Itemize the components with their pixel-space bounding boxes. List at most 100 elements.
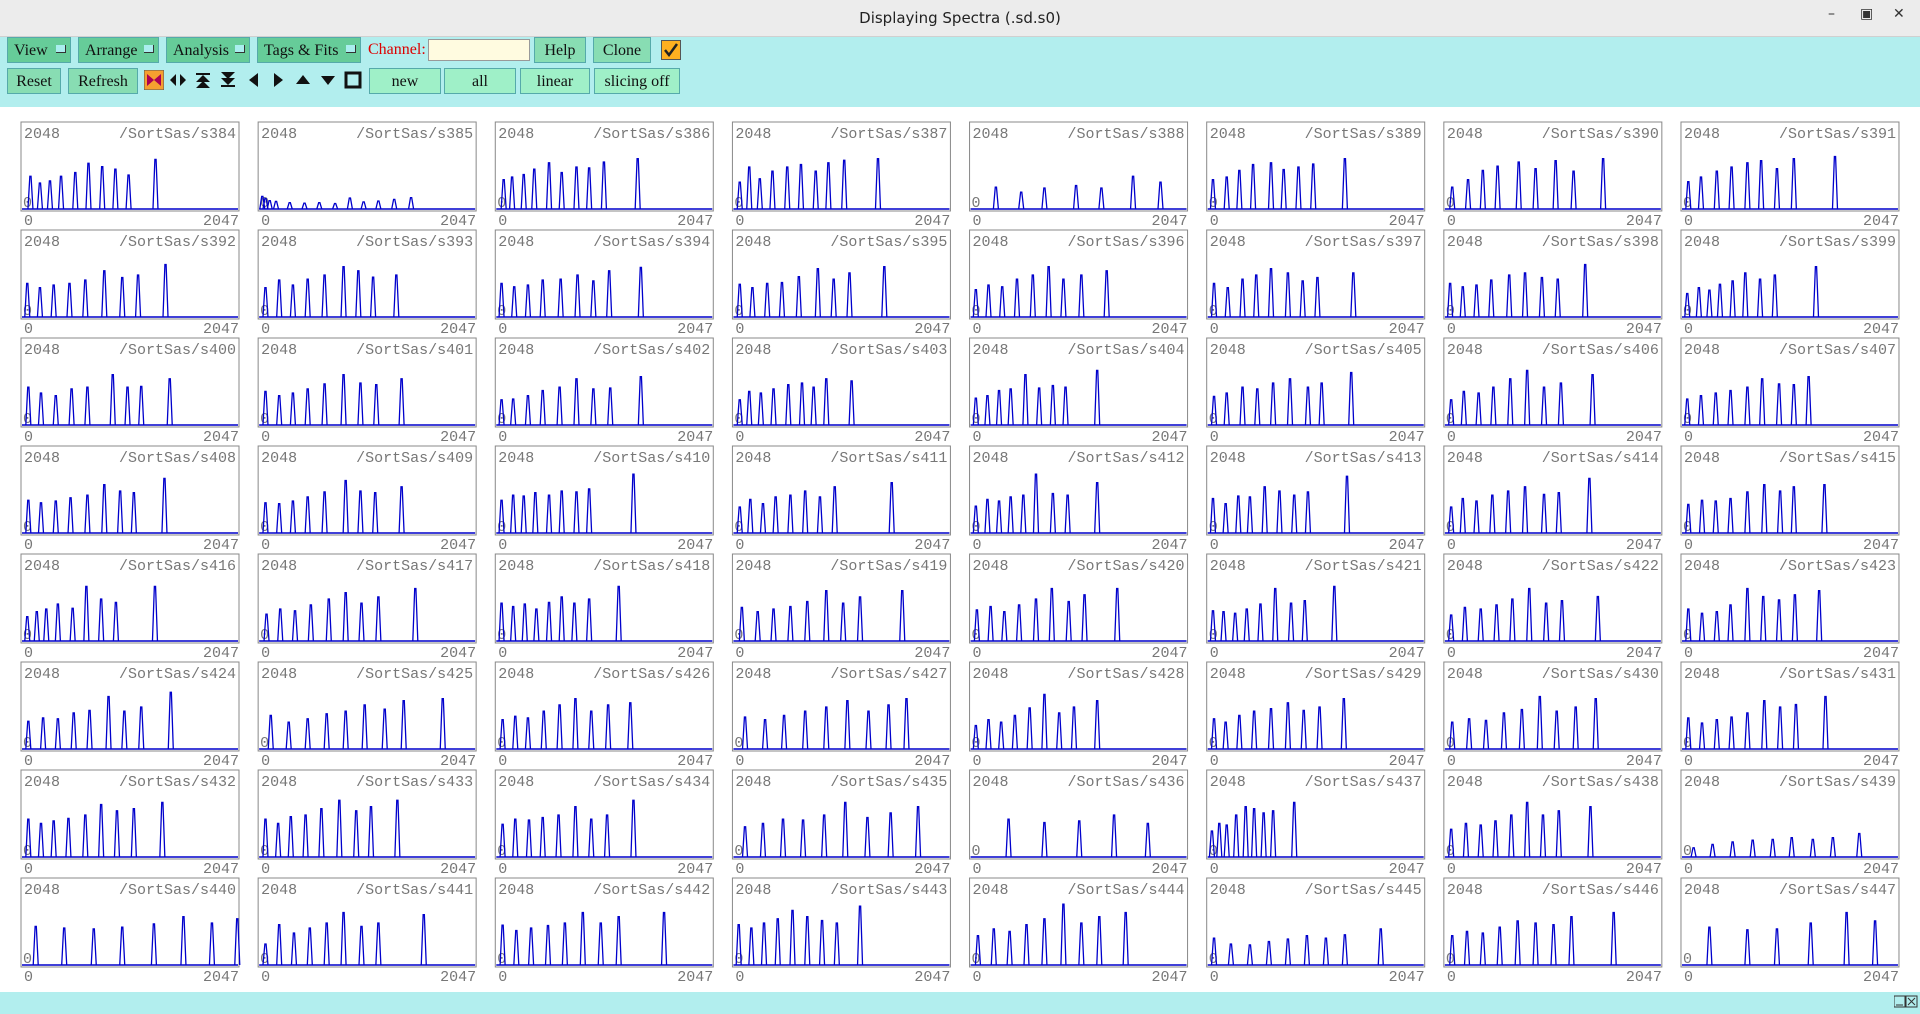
spectrum-panel[interactable]: 2048/SortSas/s422 00 2047	[1443, 553, 1663, 662]
icon-button[interactable]	[343, 70, 363, 90]
channel-input[interactable]	[428, 39, 530, 61]
maximize-button[interactable]: ▣	[1860, 6, 1874, 22]
x-max-label: 2047	[1389, 969, 1425, 986]
spectrum-panel[interactable]: 2048/SortSas/s391 00 2047	[1680, 121, 1900, 230]
spectrum-panel[interactable]: 2048/SortSas/s388 00 2047	[969, 121, 1189, 230]
spectrum-panel[interactable]: 2048/SortSas/s407 00 2047	[1680, 337, 1900, 446]
spectrum-panel[interactable]: 2048/SortSas/s426 00 2047	[494, 661, 714, 770]
spectrum-panel[interactable]: 2048/SortSas/s401 00 2047	[257, 337, 477, 446]
spectrum-panel[interactable]: 2048/SortSas/s389 00 2047	[1206, 121, 1426, 230]
spectrum-panel[interactable]: 2048/SortSas/s438 00 2047	[1443, 769, 1663, 878]
spectrum-panel[interactable]: 2048/SortSas/s437 00 2047	[1206, 769, 1426, 878]
spectrum-panel[interactable]: 2048/SortSas/s423 00 2047	[1680, 553, 1900, 662]
spectrum-panel[interactable]: 2048/SortSas/s428 00 2047	[969, 661, 1189, 770]
view-menu[interactable]: View	[7, 37, 71, 63]
spectrum-panel[interactable]: 2048/SortSas/s404 00 2047	[969, 337, 1189, 446]
spectrum-panel[interactable]: 2048/SortSas/s436 00 2047	[969, 769, 1189, 878]
spectrum-panel[interactable]: 2048/SortSas/s392 00 2047	[20, 229, 240, 338]
spectrum-panel[interactable]: 2048/SortSas/s412 00 2047	[969, 445, 1189, 554]
spectrum-panel[interactable]: 2048/SortSas/s400 00 2047	[20, 337, 240, 446]
close-button[interactable]: ✕	[1893, 6, 1905, 22]
spectrum-panel[interactable]: 2048/SortSas/s413 00 2047	[1206, 445, 1426, 554]
spectrum-panel[interactable]: 2048/SortSas/s405 00 2047	[1206, 337, 1426, 446]
reset-button[interactable]: Reset	[7, 68, 61, 94]
spectrum-panel[interactable]: 2048/SortSas/s395 00 2047	[731, 229, 951, 338]
spectrum-panel[interactable]: 2048/SortSas/s398 00 2047	[1443, 229, 1663, 338]
spectrum-panel[interactable]: 2048/SortSas/s411 00 2047	[731, 445, 951, 554]
spectrum-panel[interactable]: 2048/SortSas/s419 00 2047	[731, 553, 951, 662]
tags-fits-menu[interactable]: Tags & Fits	[257, 37, 361, 63]
icon-button[interactable]	[218, 70, 238, 90]
spectrum-panel[interactable]: 2048/SortSas/s403 00 2047	[731, 337, 951, 446]
peak	[779, 818, 787, 858]
arrange-menu[interactable]: Arrange	[78, 37, 159, 63]
icon-button[interactable]	[293, 70, 313, 90]
spectrum-panel[interactable]: 2048/SortSas/s424 00 2047	[20, 661, 240, 770]
refresh-button[interactable]: Refresh	[68, 68, 138, 94]
analysis-menu[interactable]: Analysis	[166, 37, 250, 63]
icon-button[interactable]	[144, 70, 164, 90]
spectrum-panel[interactable]: 2048/SortSas/s415 00 2047	[1680, 445, 1900, 554]
resize-icon[interactable]	[1894, 995, 1918, 1009]
spectrum-panel[interactable]: 2048/SortSas/s425 00 2047	[257, 661, 477, 770]
spectrum-panel[interactable]: 2048/SortSas/s439 00 2047	[1680, 769, 1900, 878]
icon-button[interactable]	[318, 70, 338, 90]
spectrum-panel[interactable]: 2048/SortSas/s416 00 2047	[20, 553, 240, 662]
icon-button[interactable]	[193, 70, 213, 90]
minimize-button[interactable]: –	[1828, 6, 1835, 22]
clone-button[interactable]: Clone	[593, 37, 651, 63]
spectrum-panel[interactable]: 2048/SortSas/s409 00 2047	[257, 445, 477, 554]
spectrum-panel[interactable]: 2048/SortSas/s421 00 2047	[1206, 553, 1426, 662]
x-max-label: 2047	[1152, 429, 1188, 446]
spectrum-panel[interactable]: 2048/SortSas/s387 00 2047	[731, 121, 951, 230]
peak	[1685, 181, 1692, 210]
spectrum-panel[interactable]: 2048/SortSas/s435 00 2047	[731, 769, 951, 878]
checkbox[interactable]	[661, 40, 681, 60]
spectrum-panel[interactable]: 2048/SortSas/s402 00 2047	[494, 337, 714, 446]
spectrum-panel[interactable]: 2048/SortSas/s445 00 2047	[1206, 877, 1426, 986]
spectrum-panel[interactable]: 2048/SortSas/s429 00 2047	[1206, 661, 1426, 770]
all-button[interactable]: all	[444, 68, 516, 94]
spectrum-panel[interactable]: 2048/SortSas/s432 00 2047	[20, 769, 240, 878]
spectrum-panel[interactable]: 2048/SortSas/s385 00 2047	[257, 121, 477, 230]
spectrum-panel[interactable]: 2048/SortSas/s442 00 2047	[494, 877, 714, 986]
spectrum-panel[interactable]: 2048/SortSas/s414 00 2047	[1443, 445, 1663, 554]
spectrum-panel[interactable]: 2048/SortSas/s397 00 2047	[1206, 229, 1426, 338]
spectrum-panel[interactable]: 2048/SortSas/s441 00 2047	[257, 877, 477, 986]
spectrum-panel[interactable]: 2048/SortSas/s410 00 2047	[494, 445, 714, 554]
new-button[interactable]: new	[369, 68, 441, 94]
slicing-button[interactable]: slicing off	[594, 68, 680, 94]
peak	[1210, 718, 1218, 750]
peak	[1015, 604, 1023, 642]
spectrum-panel[interactable]: 2048/SortSas/s406 00 2047	[1443, 337, 1663, 446]
spectrum-panel[interactable]: 2048/SortSas/s394 00 2047	[494, 229, 714, 338]
spectrum-panel[interactable]: 2048/SortSas/s399 00 2047	[1680, 229, 1900, 338]
spectrum-panel[interactable]: 2048/SortSas/s431 00 2047	[1680, 661, 1900, 770]
spectrum-panel[interactable]: 2048/SortSas/s420 00 2047	[969, 553, 1189, 662]
spectrum-panel[interactable]: 2048/SortSas/s408 00 2047	[20, 445, 240, 554]
spectrum-panel[interactable]: 2048/SortSas/s440 00 2047	[20, 877, 241, 986]
icon-button[interactable]	[268, 70, 288, 90]
peak	[1760, 595, 1767, 642]
spectrum-panel[interactable]: 2048/SortSas/s396 00 2047	[969, 229, 1189, 338]
spectrum-panel[interactable]: 2048/SortSas/s418 00 2047	[494, 553, 714, 662]
linear-button[interactable]: linear	[520, 68, 590, 94]
spectrum-panel[interactable]: 2048/SortSas/s434 00 2047	[494, 769, 714, 878]
help-button[interactable]: Help	[534, 37, 586, 63]
spectrum-panel[interactable]: 2048/SortSas/s384 00 2047	[20, 121, 240, 230]
spectrum-panel[interactable]: 2048/SortSas/s393 00 2047	[257, 229, 477, 338]
icon-button[interactable]	[168, 70, 188, 90]
peak	[1555, 810, 1562, 858]
spectrum-panel[interactable]: 2048/SortSas/s447 00 2047	[1680, 877, 1900, 986]
spectrum-panel[interactable]: 2048/SortSas/s427 00 2047	[731, 661, 951, 770]
spectrum-panel[interactable]: 2048/SortSas/s433 00 2047	[257, 769, 477, 878]
icon-button[interactable]	[244, 70, 264, 90]
spectrum-panel[interactable]: 2048/SortSas/s443 00 2047	[731, 877, 951, 986]
peak	[167, 691, 174, 750]
